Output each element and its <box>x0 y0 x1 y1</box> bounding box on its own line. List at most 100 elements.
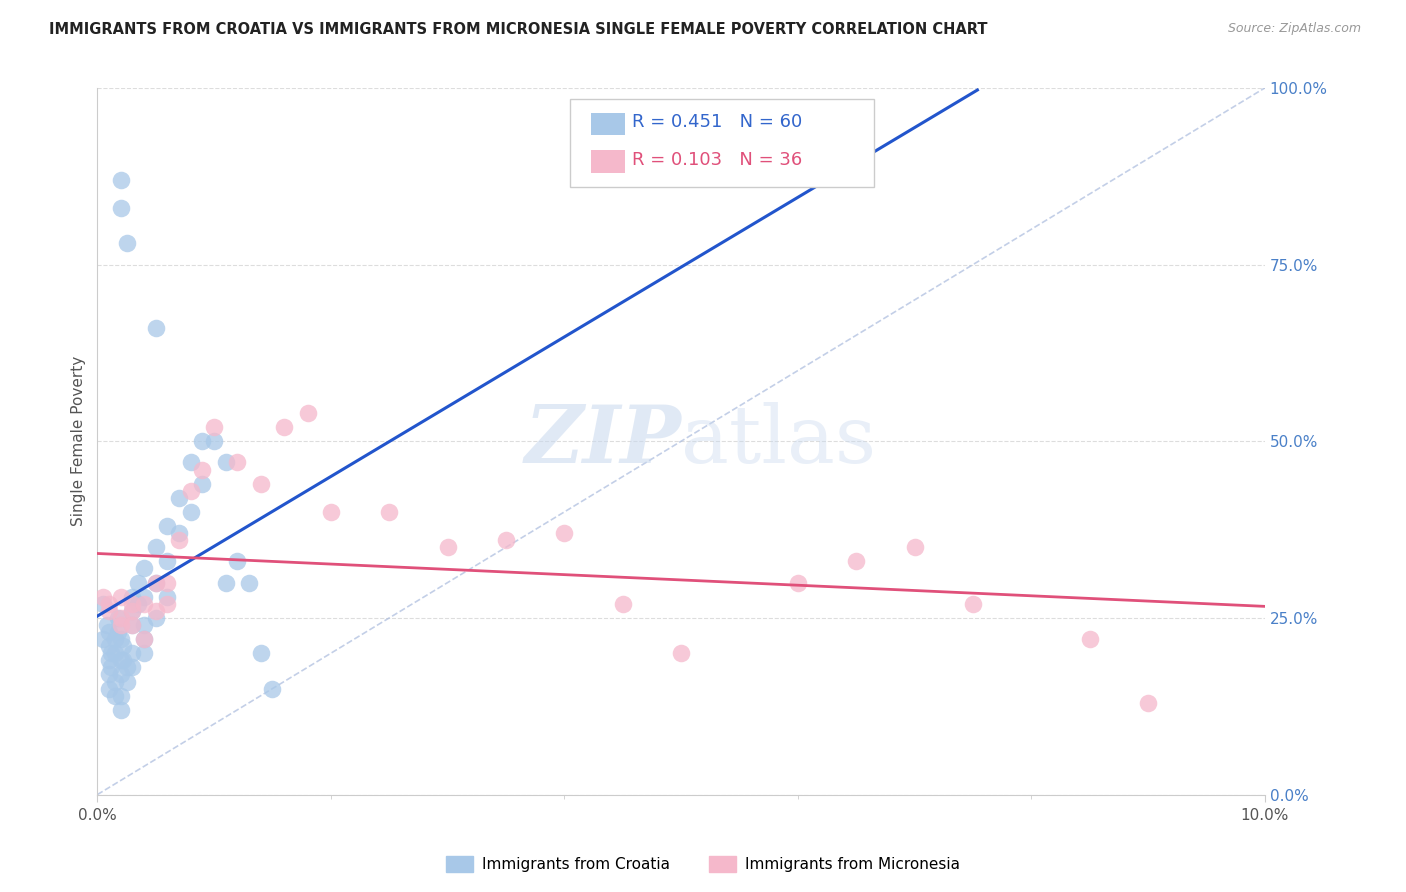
Point <box>110 632 132 647</box>
Point <box>112 653 135 667</box>
Point <box>110 201 132 215</box>
Point <box>145 575 167 590</box>
Point <box>98 625 121 640</box>
Y-axis label: Single Female Poverty: Single Female Poverty <box>72 356 86 526</box>
Point <box>167 533 190 548</box>
Point <box>297 406 319 420</box>
Point <box>612 597 634 611</box>
Point <box>215 455 238 469</box>
Point <box>104 689 127 703</box>
Point <box>1137 696 1160 710</box>
Point <box>191 434 214 449</box>
Text: IMMIGRANTS FROM CROATIA VS IMMIGRANTS FROM MICRONESIA SINGLE FEMALE POVERTY CORR: IMMIGRANTS FROM CROATIA VS IMMIGRANTS FR… <box>49 22 987 37</box>
Point <box>669 646 692 660</box>
Point <box>121 646 143 660</box>
Point <box>107 611 129 625</box>
Point <box>121 590 143 604</box>
Point <box>156 519 179 533</box>
Point <box>121 618 143 632</box>
Point <box>167 526 190 541</box>
Point <box>100 646 122 660</box>
Point <box>156 554 179 568</box>
Point <box>249 476 271 491</box>
Point <box>238 575 260 590</box>
Point <box>904 541 927 555</box>
Point <box>104 674 127 689</box>
Point <box>115 660 138 674</box>
Point <box>132 590 155 604</box>
Point <box>156 597 179 611</box>
Point <box>249 646 271 660</box>
Point <box>115 674 138 689</box>
Text: R = 0.103   N = 36: R = 0.103 N = 36 <box>633 151 803 169</box>
Point <box>91 590 114 604</box>
Point <box>262 681 284 696</box>
Point <box>121 618 143 632</box>
Point <box>110 689 132 703</box>
Point <box>115 236 138 251</box>
Point <box>180 455 202 469</box>
Point <box>132 618 155 632</box>
Point <box>121 604 143 618</box>
Text: Source: ZipAtlas.com: Source: ZipAtlas.com <box>1227 22 1361 36</box>
Point <box>273 420 295 434</box>
Point <box>156 590 179 604</box>
Text: R = 0.451   N = 60: R = 0.451 N = 60 <box>633 112 803 131</box>
Point <box>98 653 121 667</box>
Point <box>98 681 121 696</box>
Point <box>226 455 249 469</box>
Point <box>145 575 167 590</box>
Point <box>121 604 143 618</box>
Point <box>132 632 155 647</box>
Point <box>98 639 121 653</box>
Point <box>110 667 132 681</box>
Point <box>112 639 135 653</box>
FancyBboxPatch shape <box>571 98 873 186</box>
Point <box>110 703 132 717</box>
Point <box>127 597 149 611</box>
Point <box>786 575 808 590</box>
Legend: Immigrants from Croatia, Immigrants from Micronesia: Immigrants from Croatia, Immigrants from… <box>439 848 967 880</box>
Point <box>121 660 143 674</box>
Point <box>110 590 132 604</box>
Point <box>845 554 868 568</box>
Point <box>215 575 238 590</box>
Point <box>167 491 190 505</box>
Point <box>145 611 167 625</box>
Point <box>436 541 458 555</box>
Point <box>132 561 155 575</box>
Point <box>98 604 121 618</box>
Point <box>127 575 149 590</box>
Point <box>378 505 401 519</box>
Point <box>145 604 167 618</box>
Point <box>91 597 114 611</box>
Point <box>132 646 155 660</box>
Point <box>145 541 167 555</box>
Point <box>110 611 132 625</box>
Point <box>91 632 114 647</box>
Point <box>156 575 179 590</box>
Point <box>110 173 132 187</box>
Point <box>110 653 132 667</box>
Point <box>104 632 127 647</box>
Point <box>180 505 202 519</box>
Point <box>226 554 249 568</box>
Point <box>553 526 575 541</box>
Point <box>202 420 225 434</box>
Text: atlas: atlas <box>681 402 876 480</box>
Point <box>110 618 132 632</box>
Point <box>104 646 127 660</box>
Point <box>96 618 118 632</box>
Point <box>121 597 143 611</box>
Point <box>191 476 214 491</box>
Point <box>1078 632 1101 647</box>
Point <box>98 667 121 681</box>
Point <box>191 462 214 476</box>
FancyBboxPatch shape <box>591 150 626 173</box>
Point <box>962 597 984 611</box>
Point <box>100 660 122 674</box>
Point <box>98 597 121 611</box>
Point <box>180 483 202 498</box>
Point <box>132 597 155 611</box>
Text: ZIP: ZIP <box>524 402 681 480</box>
